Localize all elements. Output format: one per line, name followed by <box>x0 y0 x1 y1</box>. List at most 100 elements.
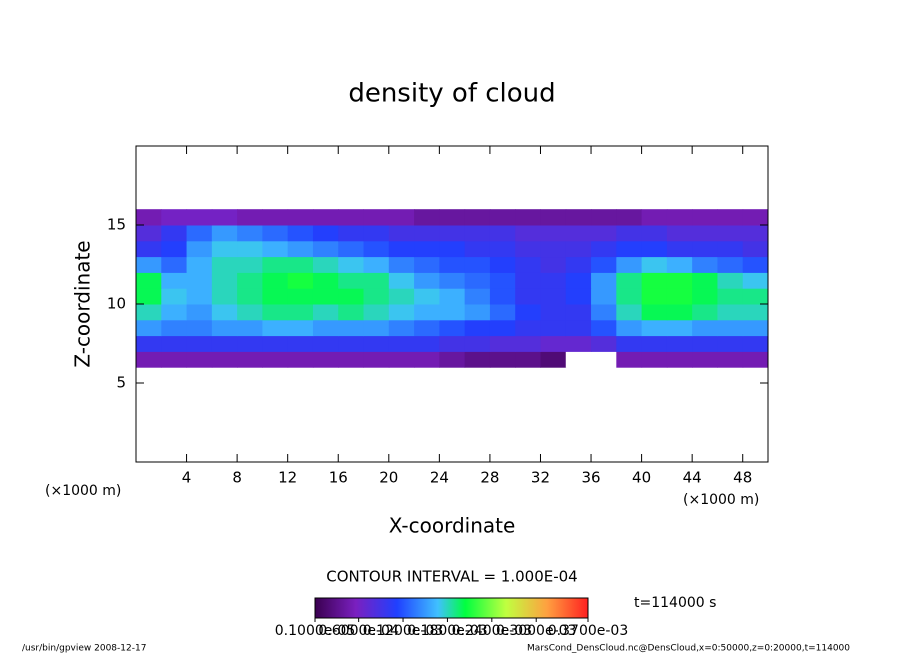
field-cell <box>312 209 339 226</box>
field-cell <box>136 225 162 242</box>
field-cell <box>186 335 213 352</box>
field-cell <box>717 225 744 242</box>
field-cell <box>742 272 769 289</box>
colorbar-tick-label: 0.1000e-05 <box>275 623 355 639</box>
field-cell <box>591 351 617 368</box>
field-cell <box>616 351 643 368</box>
field-cell <box>616 256 643 273</box>
field-cell <box>742 240 769 258</box>
field-cell <box>312 319 339 337</box>
x-tick-label: 28 <box>480 469 499 487</box>
y-tick-label: 15 <box>107 216 126 234</box>
field-cell <box>262 335 289 352</box>
field-cell <box>211 351 238 368</box>
field-cell <box>489 256 516 273</box>
field-cell <box>591 319 617 337</box>
colorbar <box>314 597 589 619</box>
field-cell <box>489 240 516 258</box>
field-cell <box>161 209 188 226</box>
field-cell <box>666 225 693 242</box>
field-cell <box>363 288 390 305</box>
field-cell <box>237 335 263 352</box>
field-cell <box>237 288 263 305</box>
field-cell <box>287 335 314 352</box>
field-cell <box>464 304 491 321</box>
field-cell <box>565 256 592 273</box>
field-cell <box>464 335 491 352</box>
field-cell <box>312 240 339 258</box>
field-cell <box>565 319 592 337</box>
field-cell <box>489 319 516 337</box>
field-cell <box>388 351 415 368</box>
field-cell <box>464 351 491 368</box>
field-cell <box>338 272 365 289</box>
colorbar-tick-label: 0.1800e-03 <box>407 623 487 639</box>
field-cell <box>186 351 213 368</box>
field-cell <box>641 335 668 352</box>
field-cell <box>312 272 339 289</box>
field-cell <box>363 304 390 321</box>
colorbar-tick-label: 0.1200e-03 <box>363 623 443 639</box>
field-cell <box>211 304 238 321</box>
field-cell <box>439 256 466 273</box>
x-unit: (×1000 m) <box>683 492 759 508</box>
field-cell <box>515 225 541 242</box>
field-cell <box>666 288 693 305</box>
field-cell <box>262 272 289 289</box>
field-cell <box>439 335 466 352</box>
field-cell <box>464 288 491 305</box>
field-cell <box>515 319 541 337</box>
x-tick-label: 20 <box>379 469 398 487</box>
field-cell <box>515 209 541 226</box>
field-cell <box>515 351 541 368</box>
field-cell <box>363 272 390 289</box>
field-cell <box>388 225 415 242</box>
field-cell <box>540 288 567 305</box>
y-tick-label: 10 <box>107 295 126 313</box>
field-cell <box>363 335 390 352</box>
field-cell <box>515 240 541 258</box>
field-cell <box>464 209 491 226</box>
field-cell <box>414 288 440 305</box>
field-cell <box>717 209 744 226</box>
colorbar-tick-label: 0.3000e-03 <box>496 623 576 639</box>
field-cell <box>641 272 668 289</box>
field-cell <box>338 319 365 337</box>
x-tick-label: 44 <box>683 469 702 487</box>
field-cell <box>717 335 744 352</box>
y-unit: (×1000 m) <box>45 483 121 499</box>
field-cell <box>186 304 213 321</box>
field-cell <box>464 240 491 258</box>
field-cell <box>287 304 314 321</box>
footer-left: /usr/bin/gpview 2008-12-17 <box>22 644 146 654</box>
field-cell <box>312 225 339 242</box>
field-cell <box>717 240 744 258</box>
field-cell <box>439 351 466 368</box>
x-tick-label: 24 <box>430 469 449 487</box>
field-cell <box>388 240 415 258</box>
field-cell <box>540 272 567 289</box>
field-cell <box>692 319 718 337</box>
field-cell <box>186 319 213 337</box>
field-cell <box>363 351 390 368</box>
x-tick-label: 8 <box>232 469 242 487</box>
field-cell <box>287 272 314 289</box>
field-cell <box>540 319 567 337</box>
field-cell <box>262 304 289 321</box>
field-cell <box>489 304 516 321</box>
field-cell <box>237 240 263 258</box>
field-cell <box>641 304 668 321</box>
field-cell <box>515 304 541 321</box>
field-cell <box>565 351 592 368</box>
field-cell <box>540 351 567 368</box>
field-cell <box>439 225 466 242</box>
field-cell <box>666 351 693 368</box>
field-cell <box>312 304 339 321</box>
field-cell <box>540 240 567 258</box>
field-cell <box>742 225 769 242</box>
field-cell <box>287 256 314 273</box>
field-cell <box>338 335 365 352</box>
chart-title: density of cloud <box>348 79 555 109</box>
field-cell <box>540 225 567 242</box>
field-cell <box>161 256 188 273</box>
